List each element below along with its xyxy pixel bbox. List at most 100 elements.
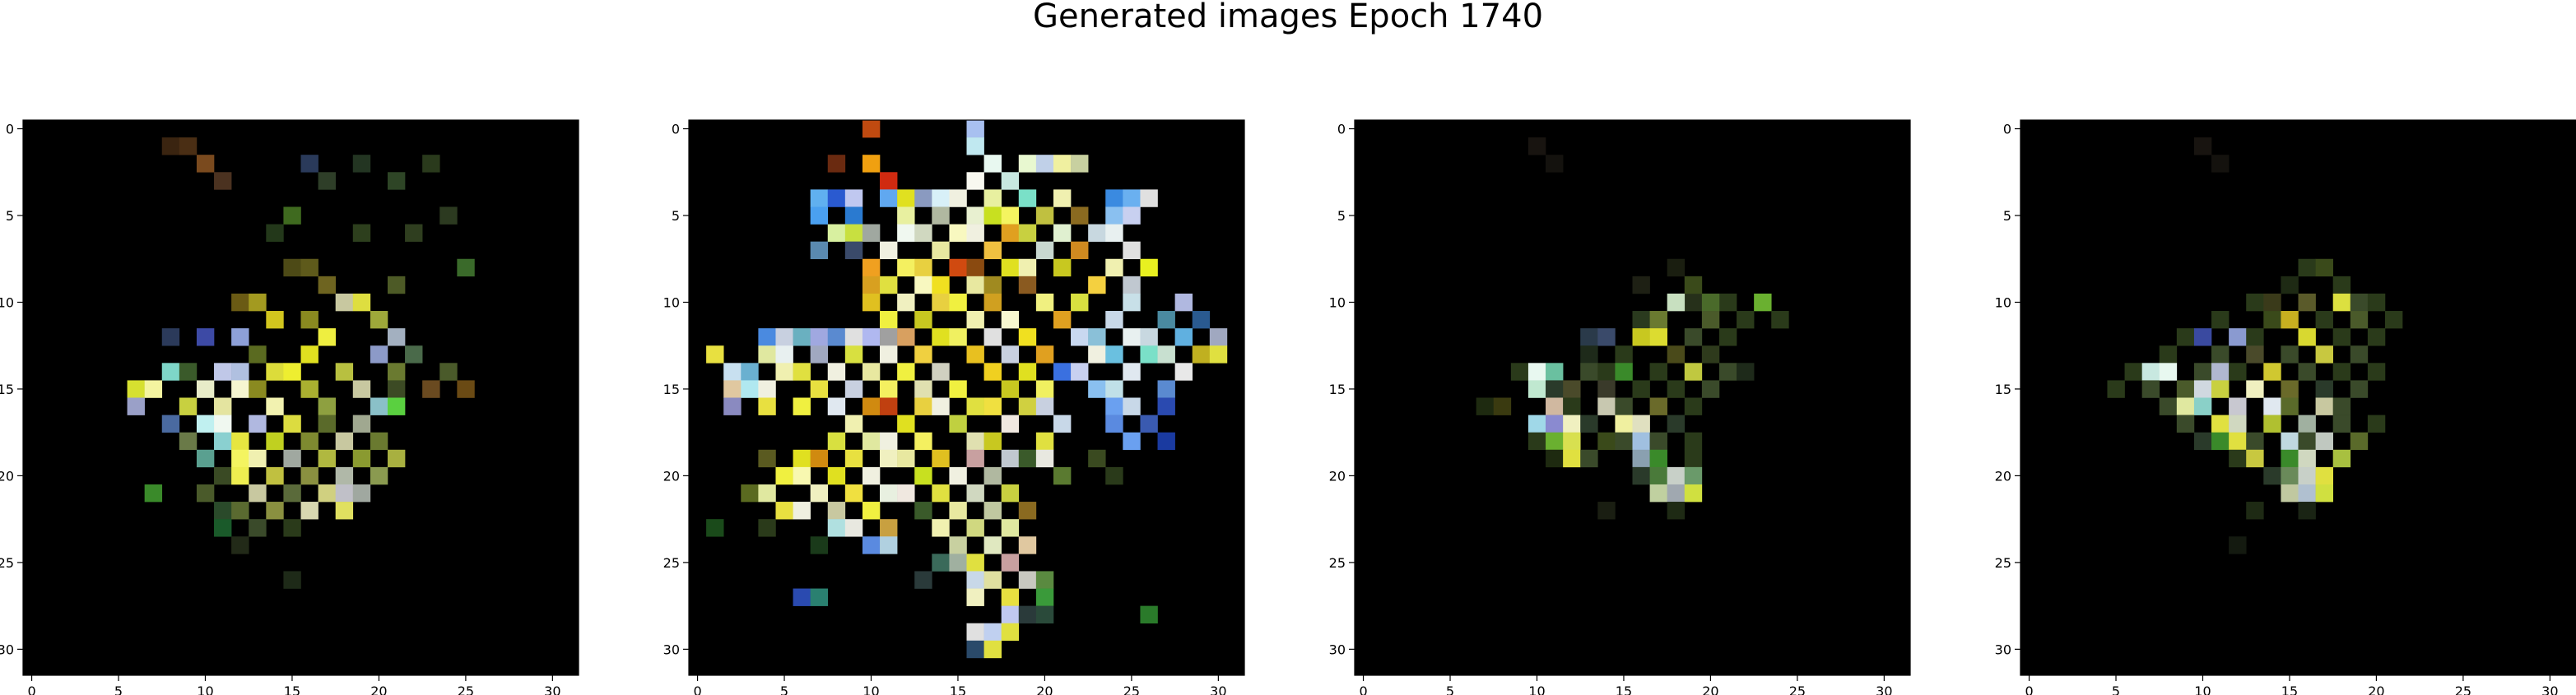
x-tick-label: 20 [1036, 683, 1053, 695]
heatmap-cell [300, 155, 319, 173]
heatmap-cell [827, 224, 846, 242]
heatmap-cell [880, 241, 898, 260]
heatmap-cell [880, 276, 898, 294]
heatmap-cell [827, 363, 846, 381]
heatmap-cell [214, 172, 232, 190]
heatmap-cell [2332, 293, 2351, 312]
heatmap-cell [1105, 258, 1123, 277]
heatmap-cell [387, 397, 406, 415]
heatmap-cell [1546, 363, 1564, 381]
heatmap-cell [387, 363, 406, 381]
heatmap-cell [335, 484, 354, 503]
heatmap-cell [827, 328, 846, 346]
x-tick-label: 0 [27, 683, 35, 695]
heatmap-cell [1580, 449, 1598, 468]
heatmap-cell [405, 224, 423, 242]
heatmap-cell [1597, 502, 1616, 520]
heatmap-cell [2246, 432, 2264, 451]
heatmap-cell [966, 206, 984, 225]
heatmap-cell [949, 554, 967, 572]
heatmap-cell [1580, 363, 1598, 381]
heatmap-cell [810, 241, 829, 260]
heatmap-cell [844, 519, 863, 537]
heatmap-cell [422, 155, 440, 173]
heatmap-cell [966, 345, 984, 364]
heatmap-cell [827, 466, 846, 485]
heatmap-cell [1632, 415, 1650, 433]
heatmap-cell [283, 206, 301, 225]
heatmap-cell [897, 258, 915, 277]
heatmap-cell [793, 588, 811, 606]
x-tick-label: 0 [693, 683, 701, 695]
heatmap-cell [1140, 415, 1158, 433]
y-tick-label: 15 [663, 382, 680, 397]
y-tick-label: 5 [2003, 208, 2011, 224]
heatmap-cell [2229, 536, 2247, 554]
heatmap-cell [2281, 484, 2299, 503]
heatmap-cell [1035, 571, 1054, 589]
heatmap-cell [1018, 397, 1037, 415]
heatmap-cell [1001, 519, 1020, 537]
heatmap-cell [2298, 432, 2316, 451]
heatmap-cell [2193, 432, 2212, 451]
heatmap-cell [966, 484, 984, 503]
heatmap-cell [1001, 311, 1020, 329]
heatmap-cell [2298, 363, 2316, 381]
heatmap-cell [1001, 415, 1020, 433]
heatmap-cell [1632, 380, 1650, 398]
heatmap-cell [862, 276, 881, 294]
heatmap-cell [1684, 397, 1703, 415]
heatmap-cell [1476, 397, 1495, 415]
y-tick-label: 15 [0, 382, 14, 397]
heatmap-cell [2281, 345, 2299, 364]
heatmap-cell [1580, 415, 1598, 433]
heatmap-cell [1563, 397, 1581, 415]
heatmap-cell [1649, 328, 1667, 346]
heatmap-cell [1684, 484, 1703, 503]
heatmap-cell [2176, 415, 2195, 433]
heatmap-cell [1105, 397, 1123, 415]
heatmap-cell [827, 397, 846, 415]
heatmap-cell [810, 328, 829, 346]
heatmap-cell [1018, 189, 1037, 207]
heatmap-cell [405, 345, 423, 364]
heatmap-cell [966, 588, 984, 606]
heatmap-cell [793, 466, 811, 485]
heatmap-cell [1718, 328, 1737, 346]
heatmap-cell [723, 363, 742, 381]
heatmap-cell [827, 432, 846, 451]
heatmap-cell [2211, 363, 2230, 381]
heatmap-cell [793, 397, 811, 415]
heatmap-cell [897, 484, 915, 503]
heatmap-cell [723, 380, 742, 398]
heatmap-cell [932, 449, 950, 468]
heatmap-cell [1174, 328, 1193, 346]
heatmap-cell [1157, 345, 1175, 364]
heatmap-cell [1053, 258, 1072, 277]
heatmap-cell [844, 328, 863, 346]
heatmap-cell [758, 519, 776, 537]
heatmap-cell [300, 311, 319, 329]
heatmap-cell [966, 311, 984, 329]
heatmap-cell [775, 502, 793, 520]
heatmap-cell [1615, 415, 1633, 433]
heatmap-cell [758, 397, 776, 415]
heatmap-cell [897, 449, 915, 468]
heatmap-cell [1053, 466, 1072, 485]
heatmap-cell [387, 380, 406, 398]
heatmap-cell [966, 554, 984, 572]
heatmap-cell [2193, 137, 2212, 155]
heatmap-cell [1649, 432, 1667, 451]
heatmap-cell [862, 466, 881, 485]
heatmap-cell [1071, 328, 1089, 346]
heatmap-cell [214, 502, 232, 520]
heatmap-cell [1053, 224, 1072, 242]
heatmap-cell [2315, 484, 2333, 503]
heatmap-cell [1018, 449, 1037, 468]
heatmap-cell [370, 432, 388, 451]
heatmap-cell [897, 206, 915, 225]
heatmap-cell [1649, 363, 1667, 381]
y-tick-label: 10 [1329, 294, 1346, 310]
heatmap-cell [810, 345, 829, 364]
heatmap-cell [932, 206, 950, 225]
